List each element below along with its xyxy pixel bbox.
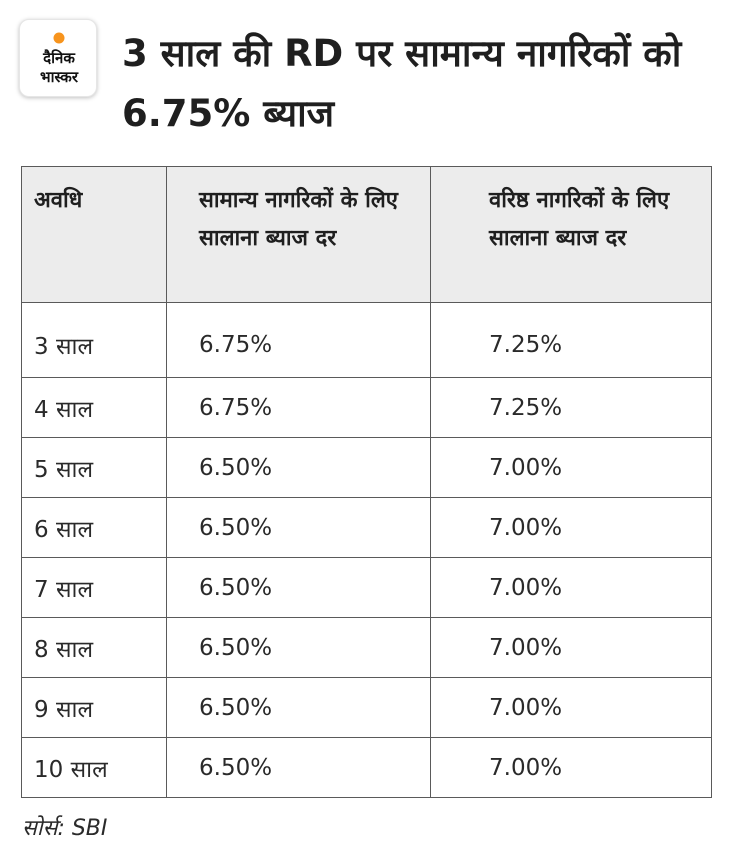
cell-tenure: 3 साल — [21, 302, 167, 378]
cell-senior-rate: 7.00% — [430, 617, 712, 678]
cell-senior-rate: 7.00% — [430, 437, 712, 498]
logo-text-line2: भास्कर — [40, 68, 78, 86]
page-title: 3 साल की RD पर सामान्य नागरिकों को 6.75%… — [122, 32, 682, 135]
cell-senior-rate: 7.00% — [430, 557, 712, 618]
cell-general-rate: 6.50% — [166, 737, 431, 798]
table-row: 9 साल 6.50% 7.00% — [21, 677, 712, 738]
logo-text-line1: दैनिक — [43, 49, 75, 67]
cell-general-rate: 6.75% — [166, 377, 431, 438]
cell-tenure: 4 साल — [21, 377, 167, 438]
cell-general-rate: 6.50% — [166, 677, 431, 738]
header-row: अवधि सामान्य नागरिकों के लिए सालाना ब्या… — [21, 166, 712, 303]
cell-senior-rate: 7.00% — [430, 497, 712, 558]
cell-senior-rate: 7.25% — [430, 377, 712, 438]
source-note: सोर्स: SBI — [22, 816, 108, 841]
header-tenure: अवधि — [21, 166, 167, 303]
table-row: 7 साल 6.50% 7.00% — [21, 557, 712, 618]
cell-tenure: 9 साल — [21, 677, 167, 738]
table-row: 5 साल 6.50% 7.00% — [21, 437, 712, 498]
table-row: 8 साल 6.50% 7.00% — [21, 617, 712, 678]
interest-rate-table: अवधि सामान्य नागरिकों के लिए सालाना ब्या… — [21, 166, 712, 798]
cell-general-rate: 6.75% — [166, 302, 431, 378]
table-body: 3 साल 6.75% 7.25% 4 साल 6.75% 7.25% 5 सा… — [21, 302, 712, 798]
table-row: 6 साल 6.50% 7.00% — [21, 497, 712, 558]
cell-general-rate: 6.50% — [166, 617, 431, 678]
cell-tenure: 8 साल — [21, 617, 167, 678]
dainik-bhaskar-logo: दैनिक भास्कर — [19, 19, 97, 97]
cell-senior-rate: 7.25% — [430, 302, 712, 378]
cell-senior-rate: 7.00% — [430, 737, 712, 798]
cell-tenure: 6 साल — [21, 497, 167, 558]
cell-general-rate: 6.50% — [166, 497, 431, 558]
cell-general-rate: 6.50% — [166, 437, 431, 498]
table-header: अवधि सामान्य नागरिकों के लिए सालाना ब्या… — [21, 166, 712, 303]
cell-senior-rate: 7.00% — [430, 677, 712, 738]
cell-tenure: 7 साल — [21, 557, 167, 618]
table-row: 10 साल 6.50% 7.00% — [21, 737, 712, 798]
cell-tenure: 5 साल — [21, 437, 167, 498]
table-row: 4 साल 6.75% 7.25% — [21, 377, 712, 438]
table-row: 3 साल 6.75% 7.25% — [21, 302, 712, 378]
header-senior-rate: वरिष्ठ नागरिकों के लिए सालाना ब्याज दर — [430, 166, 712, 303]
cell-general-rate: 6.50% — [166, 557, 431, 618]
header-general-rate: सामान्य नागरिकों के लिए सालाना ब्याज दर — [166, 166, 431, 303]
cell-tenure: 10 साल — [21, 737, 167, 798]
sun-icon — [53, 32, 65, 44]
